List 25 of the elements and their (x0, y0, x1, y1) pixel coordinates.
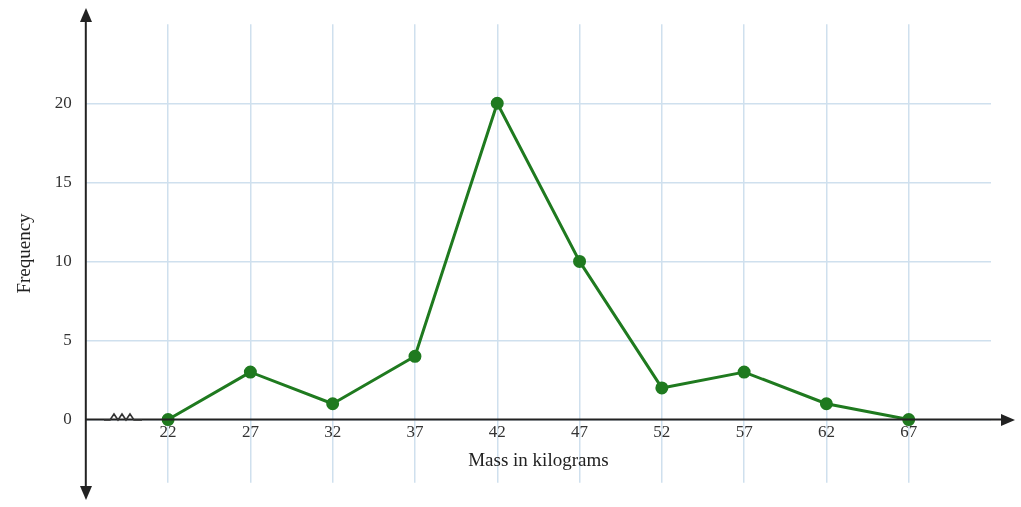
x-tick-label: 57 (735, 422, 754, 442)
x-tick-label: 62 (817, 422, 835, 442)
x-tick-label: 37 (406, 422, 424, 442)
point (490, 96, 504, 110)
x-tick-label: 47 (571, 422, 589, 442)
y-tick-label: 20 (54, 92, 72, 112)
x-tick-label: 32 (324, 422, 342, 442)
point (573, 254, 587, 268)
point (737, 365, 751, 379)
x-tick-label: 52 (653, 422, 671, 442)
x-tick-label: 67 (900, 422, 918, 442)
x-tick-label: 22 (159, 422, 177, 442)
y-tick-label: 15 (54, 171, 72, 191)
x-tick-label: 42 (488, 422, 506, 442)
point (819, 397, 833, 411)
y-tick-label: 5 (63, 329, 72, 349)
x-axis-title: Mass in kilograms (468, 449, 609, 471)
y-tick-label: 10 (54, 250, 72, 270)
y-axis-title: Frequency (13, 212, 35, 294)
point (243, 365, 257, 379)
point (326, 397, 340, 411)
point (408, 349, 422, 363)
y-tick-label: 0 (63, 409, 72, 429)
x-tick-label: 27 (241, 422, 260, 442)
point (655, 381, 669, 395)
